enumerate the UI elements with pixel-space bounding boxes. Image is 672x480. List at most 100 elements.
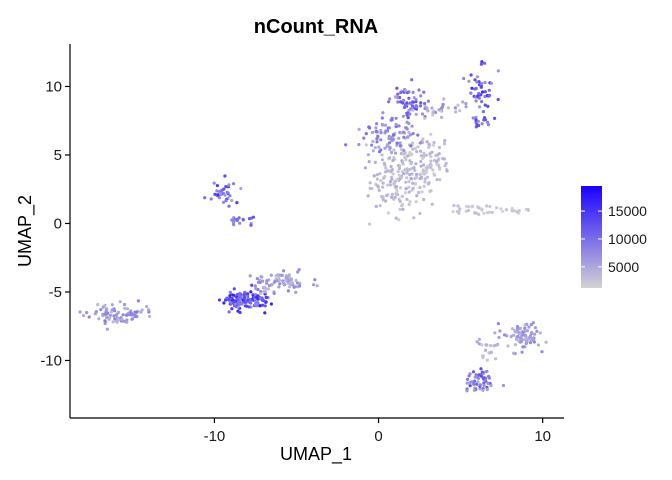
cell-point — [232, 182, 236, 186]
cell-point — [235, 201, 239, 205]
cell-point — [385, 183, 390, 187]
cell-point — [434, 110, 438, 115]
cell-point — [405, 171, 409, 175]
color-legend-ticks: 5000 10000 15000 — [581, 203, 647, 275]
cell-point — [429, 165, 433, 169]
cell-cluster — [248, 268, 319, 295]
cell-point — [477, 91, 481, 95]
cell-point — [383, 123, 388, 127]
cell-point — [394, 151, 398, 155]
cell-point — [419, 176, 423, 180]
cell-point — [482, 376, 486, 380]
cell-point — [516, 330, 521, 334]
cell-point — [452, 203, 456, 208]
cell-point — [389, 164, 393, 169]
cell-point — [105, 316, 109, 320]
cell-point — [121, 313, 125, 317]
cell-point — [443, 139, 447, 143]
cell-point — [469, 380, 473, 384]
cell-point — [375, 173, 379, 177]
cell-point — [428, 189, 432, 193]
cell-point — [114, 313, 118, 317]
legend-tick-label: 10000 — [608, 231, 647, 247]
cell-point — [287, 285, 292, 289]
cell-point — [231, 293, 236, 297]
cell-point — [375, 122, 379, 126]
cell-point — [483, 103, 487, 107]
cell-point — [394, 122, 398, 126]
cell-point — [419, 149, 423, 153]
cell-point — [379, 138, 383, 142]
cell-point — [404, 126, 408, 130]
cell-point — [528, 336, 532, 340]
cell-point — [501, 383, 506, 388]
cell-point — [413, 182, 418, 186]
cell-point — [261, 303, 265, 307]
cell-point — [479, 367, 483, 371]
cell-point — [373, 160, 377, 164]
cell-point — [396, 100, 400, 104]
cell-point — [425, 106, 429, 110]
cell-point — [110, 303, 114, 307]
cell-point — [533, 332, 537, 336]
cell-point — [392, 197, 396, 201]
cell-point — [109, 310, 113, 314]
cell-point — [423, 116, 427, 120]
cell-point — [408, 133, 412, 137]
cell-point — [456, 204, 460, 208]
cell-point — [414, 112, 418, 116]
cell-point — [461, 100, 465, 104]
cell-point — [439, 106, 443, 110]
x-axis-ticks: -10 0 10 — [204, 418, 551, 445]
cell-point — [521, 345, 525, 349]
cell-point — [412, 96, 416, 100]
cell-point — [476, 205, 480, 209]
cell-point — [441, 156, 445, 161]
cell-point — [474, 118, 478, 122]
cell-point — [258, 304, 262, 308]
cell-point — [477, 96, 481, 100]
cell-point — [228, 194, 232, 198]
cell-point — [434, 160, 439, 164]
cell-point — [442, 97, 446, 101]
cell-point — [511, 351, 516, 355]
cell-point — [418, 211, 422, 216]
cell-point — [133, 313, 137, 317]
cell-point — [391, 172, 395, 176]
cell-point — [484, 348, 488, 352]
cell-point — [60, 310, 63, 313]
cell-point — [415, 194, 419, 198]
cell-point — [477, 373, 481, 377]
cell-point — [140, 308, 144, 312]
cell-point — [499, 207, 503, 211]
cell-point — [224, 185, 228, 189]
cell-point — [525, 339, 529, 343]
cell-point — [489, 81, 493, 85]
cell-point — [411, 147, 415, 151]
cell-point — [116, 318, 121, 322]
cell-point — [422, 197, 426, 202]
cell-point — [85, 311, 89, 315]
cell-point — [263, 304, 267, 308]
cell-point — [284, 278, 288, 282]
cell-point — [255, 304, 259, 308]
cell-point — [236, 305, 240, 309]
cell-point — [402, 135, 406, 139]
cell-point — [399, 91, 403, 95]
cell-point — [370, 130, 375, 135]
cell-point — [476, 94, 480, 98]
cell-point — [451, 210, 455, 214]
cell-point — [375, 140, 379, 144]
cell-point — [256, 280, 261, 284]
cell-point — [390, 139, 394, 143]
cell-point — [397, 173, 401, 177]
cell-point — [471, 116, 475, 120]
cell-point — [464, 102, 468, 106]
cell-point — [397, 218, 401, 222]
cell-point — [438, 167, 442, 171]
cell-point — [479, 374, 483, 378]
cell-point — [427, 181, 431, 185]
cell-point — [456, 103, 460, 107]
cell-point — [413, 146, 417, 151]
cell-point — [409, 160, 414, 164]
